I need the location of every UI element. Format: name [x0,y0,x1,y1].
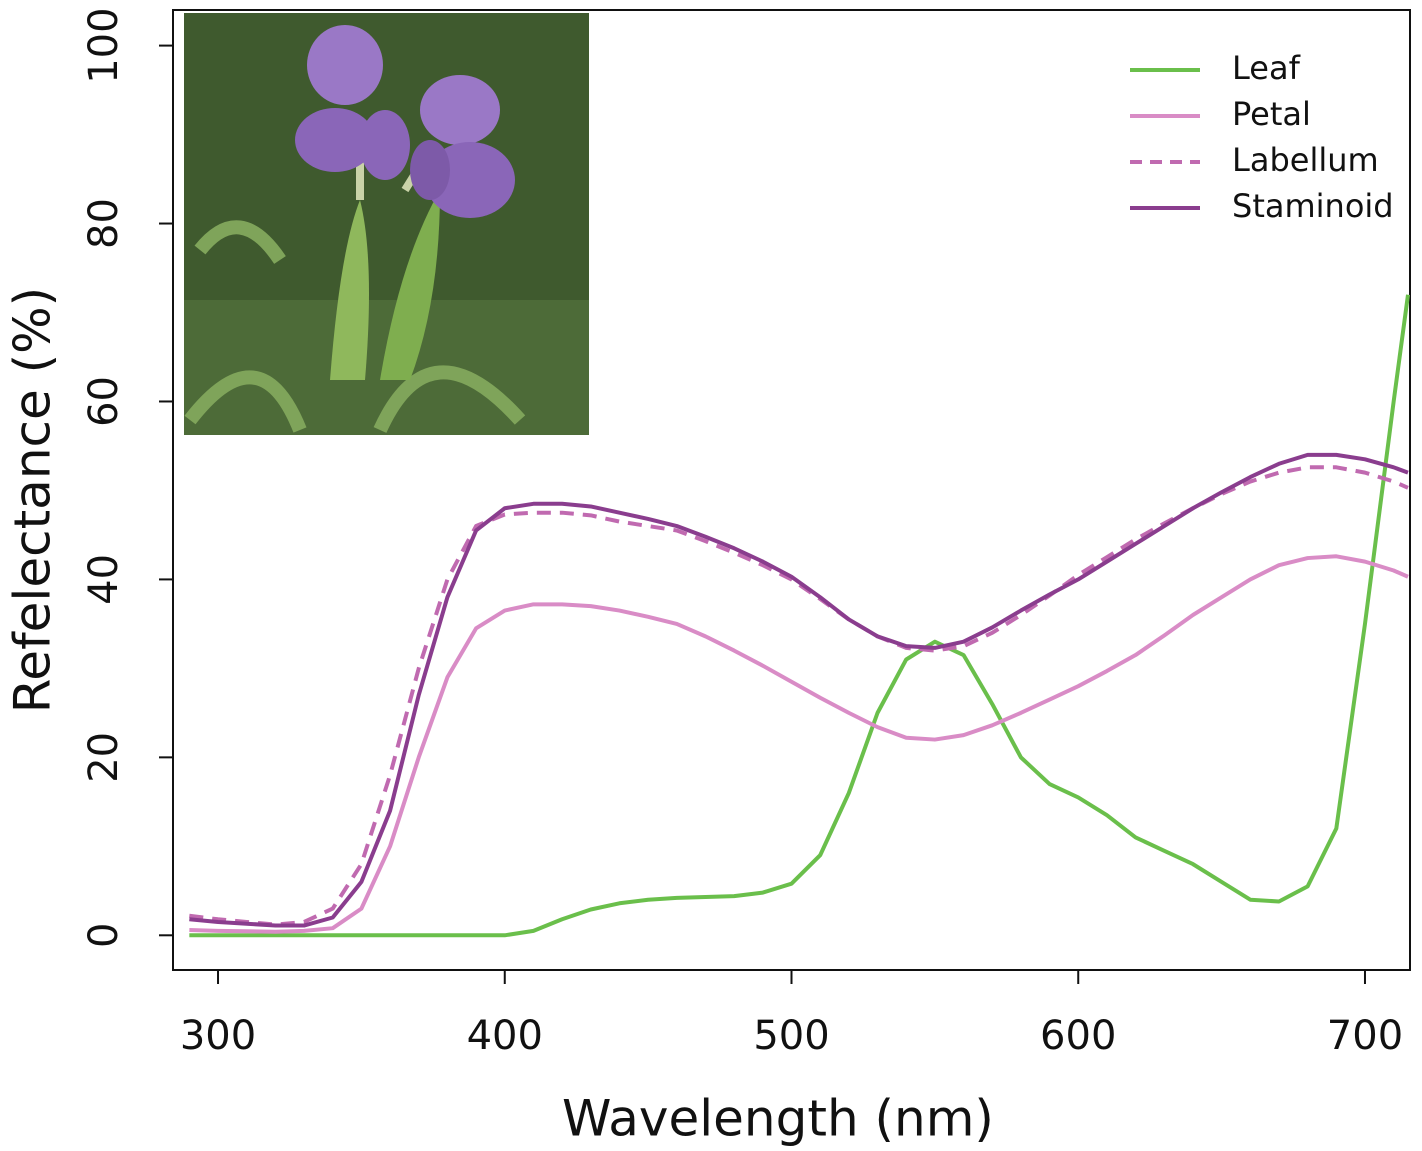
x-axis-title: Wavelength (nm) [562,1090,994,1148]
y-tick-label: 60 [81,376,127,427]
x-tick-label: 300 [180,1013,256,1059]
series-line [189,294,1410,938]
y-tick-label: 20 [81,732,127,783]
legend-label: Labellum [1232,141,1379,179]
series-line [189,452,1409,928]
legend-label: Staminoid [1232,187,1394,225]
legend-label: Leaf [1232,49,1301,87]
legend-label: Petal [1232,95,1311,133]
y-axis-title: Refelectance (%) [4,287,62,713]
x-tick-label: 600 [1040,1013,1116,1059]
x-tick-label: 700 [1327,1013,1403,1059]
series-line [189,554,1409,934]
y-tick-label: 0 [81,923,127,948]
x-tick-label: 400 [467,1013,543,1059]
x-tick-label: 500 [753,1013,829,1059]
y-tick-label: 80 [81,198,127,249]
inset-photo [184,13,589,435]
y-tick-label: 40 [81,554,127,605]
y-tick-label: 100 [81,7,127,83]
